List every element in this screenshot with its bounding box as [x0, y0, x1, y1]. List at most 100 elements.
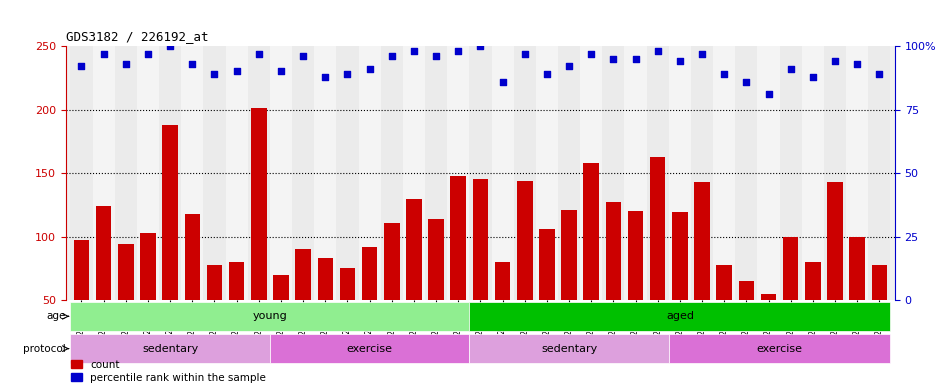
- Bar: [673, 212, 688, 364]
- FancyBboxPatch shape: [469, 334, 669, 363]
- Point: [517, 51, 532, 57]
- Point: [739, 79, 754, 85]
- Bar: [115, 46, 137, 300]
- Point: [850, 61, 865, 67]
- Point: [650, 48, 665, 54]
- FancyBboxPatch shape: [269, 334, 469, 363]
- Bar: [802, 46, 824, 300]
- Bar: [73, 240, 89, 364]
- Bar: [96, 206, 111, 364]
- Bar: [292, 46, 315, 300]
- Point: [252, 51, 267, 57]
- Bar: [783, 237, 799, 364]
- Bar: [248, 46, 269, 300]
- Point: [296, 53, 311, 59]
- Point: [140, 51, 155, 57]
- Bar: [317, 258, 333, 364]
- Bar: [625, 46, 646, 300]
- Bar: [229, 262, 244, 364]
- Bar: [159, 46, 181, 300]
- Text: exercise: exercise: [347, 344, 393, 354]
- Point: [827, 58, 842, 65]
- Bar: [206, 265, 222, 364]
- Text: age: age: [46, 311, 66, 321]
- Bar: [362, 247, 378, 364]
- Bar: [513, 46, 536, 300]
- Bar: [539, 229, 555, 364]
- Point: [495, 79, 511, 85]
- Bar: [92, 46, 115, 300]
- Bar: [761, 294, 776, 364]
- Bar: [827, 182, 843, 364]
- Bar: [650, 157, 665, 364]
- Legend: count, percentile rank within the sample: count, percentile rank within the sample: [72, 359, 266, 382]
- Bar: [181, 46, 203, 300]
- Point: [362, 66, 377, 72]
- Point: [606, 56, 621, 62]
- Bar: [336, 46, 359, 300]
- Point: [561, 63, 577, 70]
- FancyBboxPatch shape: [469, 302, 890, 331]
- Bar: [492, 46, 513, 300]
- Point: [628, 56, 643, 62]
- Bar: [403, 46, 425, 300]
- Bar: [296, 249, 311, 364]
- Point: [429, 53, 444, 59]
- Point: [229, 68, 244, 74]
- Bar: [846, 46, 869, 300]
- Point: [340, 71, 355, 77]
- FancyBboxPatch shape: [669, 334, 890, 363]
- Bar: [140, 233, 155, 364]
- Point: [207, 71, 222, 77]
- Bar: [736, 46, 757, 300]
- Bar: [739, 281, 755, 364]
- Bar: [561, 210, 577, 364]
- Bar: [694, 182, 710, 364]
- Bar: [602, 46, 625, 300]
- Point: [185, 61, 200, 67]
- Bar: [137, 46, 159, 300]
- Point: [673, 58, 688, 65]
- Point: [406, 48, 421, 54]
- Point: [805, 73, 820, 79]
- Point: [73, 63, 89, 70]
- Point: [96, 51, 111, 57]
- Bar: [871, 265, 887, 364]
- Bar: [583, 163, 599, 364]
- Bar: [185, 214, 200, 364]
- Point: [717, 71, 732, 77]
- Bar: [340, 268, 355, 364]
- Bar: [713, 46, 736, 300]
- Text: young: young: [252, 311, 287, 321]
- Bar: [606, 202, 621, 364]
- Bar: [469, 46, 492, 300]
- Point: [584, 51, 599, 57]
- Point: [384, 53, 399, 59]
- Bar: [669, 46, 691, 300]
- Bar: [558, 46, 580, 300]
- Text: aged: aged: [666, 311, 694, 321]
- Point: [872, 71, 887, 77]
- Bar: [384, 223, 399, 364]
- Bar: [225, 46, 248, 300]
- Bar: [757, 46, 780, 300]
- Bar: [780, 46, 802, 300]
- Text: protocol: protocol: [23, 344, 66, 354]
- Bar: [473, 179, 488, 364]
- Point: [163, 43, 178, 49]
- Bar: [71, 46, 92, 300]
- Bar: [850, 237, 865, 364]
- Bar: [406, 199, 422, 364]
- Bar: [429, 219, 444, 364]
- Bar: [824, 46, 846, 300]
- Point: [473, 43, 488, 49]
- Bar: [717, 265, 732, 364]
- Bar: [495, 262, 511, 364]
- Bar: [691, 46, 713, 300]
- Bar: [805, 262, 820, 364]
- Bar: [517, 181, 532, 364]
- Point: [761, 91, 776, 98]
- Bar: [269, 46, 292, 300]
- FancyBboxPatch shape: [71, 334, 269, 363]
- Bar: [203, 46, 225, 300]
